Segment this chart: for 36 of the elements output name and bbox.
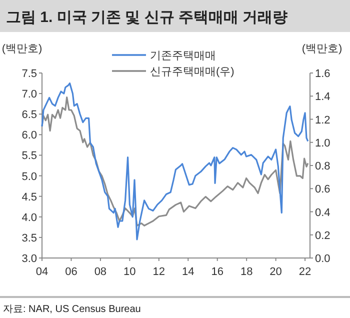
x-tick-label: 14 xyxy=(182,266,194,278)
y2-tick-label: 0.4 xyxy=(315,206,330,219)
y2-tick-label: 0.8 xyxy=(315,160,330,172)
legend-label: 기존주택매매 xyxy=(150,50,216,62)
y2-tick-label: 0.6 xyxy=(315,184,330,196)
x-tick-label: 20 xyxy=(270,266,282,278)
y-tick-label: 7.0 xyxy=(22,88,37,101)
y-tick-label: 3.5 xyxy=(22,232,37,244)
x-tick-label: 12 xyxy=(152,266,166,278)
y2-tick-label: 1.2 xyxy=(315,114,330,126)
y-tick-label: 6.5 xyxy=(22,109,37,122)
x-tick-label: 04 xyxy=(36,266,48,278)
y-tick-label: 4.0 xyxy=(22,212,37,224)
text: 자료: NAR, US Census Bureau xyxy=(3,304,141,315)
line-series xyxy=(41,82,309,240)
y-tick-label: 4.5 xyxy=(22,191,37,204)
y-tick-label: 6.0 xyxy=(22,130,37,142)
y2-tick-label: 1.6 xyxy=(315,68,330,80)
y-tick-label: 5.0 xyxy=(22,170,37,183)
y2-tick-label: 1.0 xyxy=(315,137,330,150)
x-tick-label: 10 xyxy=(124,266,136,278)
x-tick-label: 08 xyxy=(94,266,107,278)
y2-tick-label: 1.4 xyxy=(315,91,330,104)
x-tick-label: 18 xyxy=(240,266,253,278)
y2-tick-label: 0.0 xyxy=(315,253,330,265)
legend-label: 신규주택매매(우) xyxy=(150,66,234,78)
y-tick-label: 7.5 xyxy=(22,68,37,80)
y-axis-title: (백만호) xyxy=(2,43,42,55)
x-tick-label: 16 xyxy=(211,266,224,278)
y2-axis-title: (백만호) xyxy=(302,43,342,55)
x-tick-label: 22 xyxy=(298,266,312,278)
y-tick-label: 5.5 xyxy=(22,150,37,162)
chart-title: 그림 1. 미국 기존 및 신규 주택매매 거래량 xyxy=(6,9,288,26)
y-tick-label: 3.0 xyxy=(22,253,37,265)
x-tick-label: 06 xyxy=(65,266,78,278)
y2-tick-label: 0.2 xyxy=(315,230,330,242)
